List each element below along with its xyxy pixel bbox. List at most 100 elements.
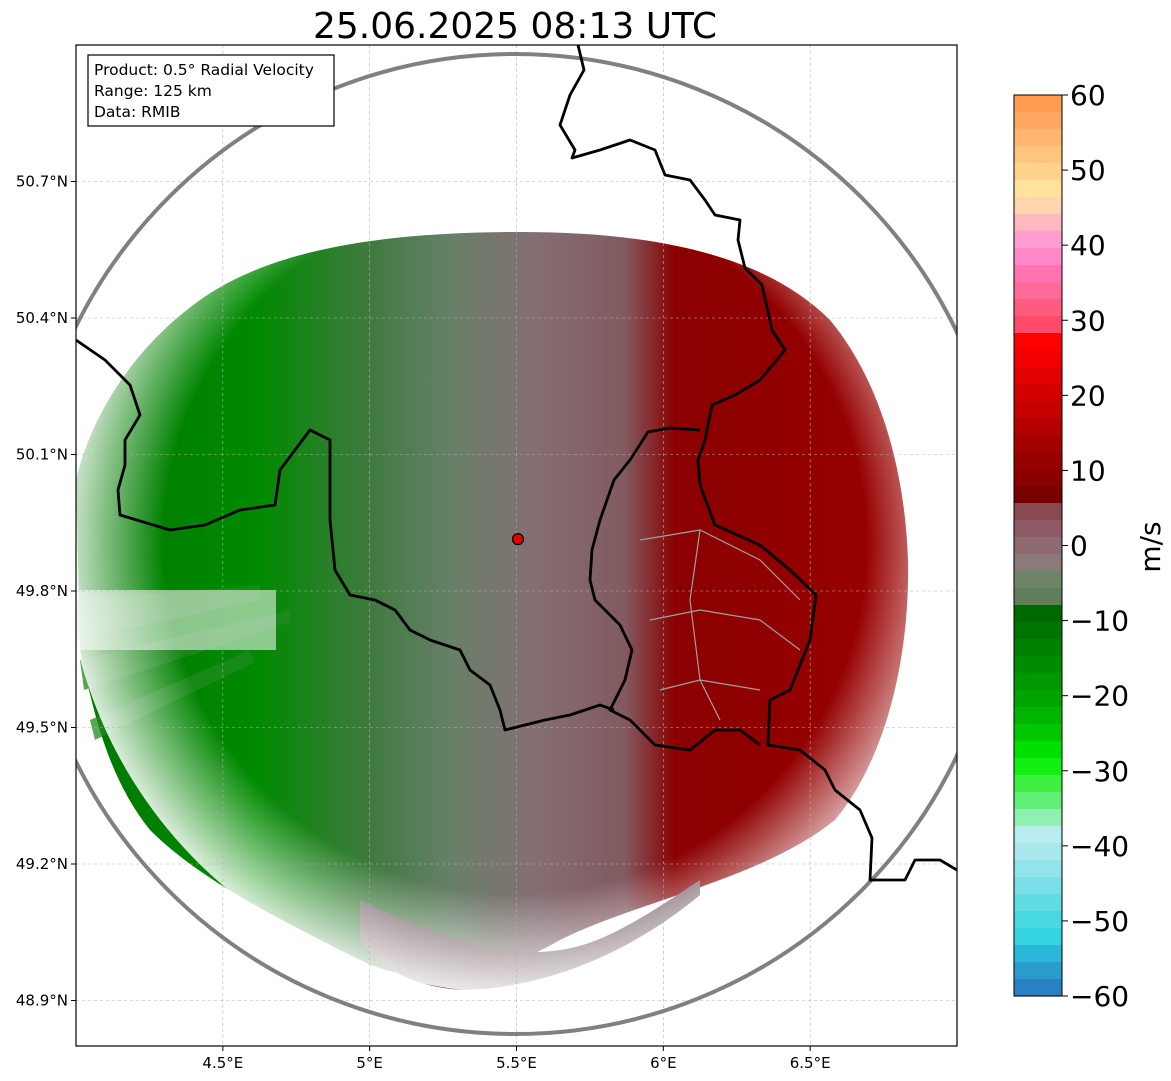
colorbar-swatch [1014, 639, 1062, 657]
lat-tick-label: 49.8°N [16, 582, 68, 600]
longitude-ticks: 4.5°E 5°E 5.5°E 6°E 6.5°E [202, 1046, 831, 1072]
colorbar-swatch [1014, 180, 1062, 198]
colorbar-swatch [1014, 367, 1062, 385]
lat-tick-label: 50.1°N [16, 446, 68, 464]
colorbar-swatch [1014, 928, 1062, 946]
colorbar-swatch [1014, 435, 1062, 453]
colorbar-swatch [1014, 945, 1062, 963]
colorbar-swatch [1014, 622, 1062, 640]
colorbar-swatch [1014, 95, 1062, 113]
colorbar-swatch [1014, 826, 1062, 844]
border-belgium-luxembourg [588, 426, 761, 752]
lat-tick-label: 49.2°N [16, 855, 68, 873]
colorbar-swatch [1014, 452, 1062, 470]
colorbar-swatch [1014, 299, 1062, 317]
colorbar-swatch [1014, 656, 1062, 674]
colorbar-swatch [1014, 979, 1062, 997]
admin-boundaries [639, 529, 801, 721]
colorbar-tick-label: 20 [1070, 379, 1106, 412]
colorbar-ticks: 60 50 40 30 20 10 0 −10 −20 −30 −40 −50 −60 [1062, 79, 1129, 1013]
colorbar-tick-label: −60 [1070, 980, 1129, 1013]
lon-tick-label: 5.5°E [496, 1054, 537, 1072]
colorbar-tick-label: −50 [1070, 905, 1129, 938]
lon-tick-label: 6.5°E [790, 1054, 831, 1072]
chart-title: 25.06.2025 08:13 UTC [313, 6, 717, 47]
colorbar-swatch [1014, 384, 1062, 402]
info-box-frame [87, 54, 335, 127]
colorbar-swatch [1014, 707, 1062, 725]
colorbar-swatch [1014, 894, 1062, 912]
colorbar-swatch [1014, 809, 1062, 827]
colorbar-swatch [1014, 418, 1062, 436]
colorbar-swatch [1014, 333, 1062, 351]
colorbar-swatch [1014, 146, 1062, 164]
colorbar-swatch [1014, 962, 1062, 980]
colorbar-tick-label: 60 [1070, 79, 1106, 112]
colorbar-swatch [1014, 401, 1062, 419]
colorbar-tick-label: −10 [1070, 605, 1129, 638]
colorbar-swatch [1014, 282, 1062, 300]
colorbar-swatch [1014, 129, 1062, 147]
colorbar-tick-label: 40 [1070, 229, 1106, 262]
colorbar-swatch [1014, 775, 1062, 793]
colorbar-tick-label: 30 [1070, 304, 1106, 337]
colorbar-tick-label: −20 [1070, 680, 1129, 713]
colorbar-swatch [1014, 163, 1062, 181]
latitude-ticks: 50.7°N 50.4°N 50.1°N 49.8°N 49.5°N 49.2°N 48.9… [16, 173, 76, 1010]
lon-tick-label: 6°E [650, 1054, 677, 1072]
colorbar-swatch [1014, 503, 1062, 521]
colorbar-swatch [1014, 724, 1062, 742]
colorbar-label: m/s [1134, 521, 1167, 572]
colorbar-swatch [1014, 588, 1062, 606]
map-panel: Product: 0.5° Radial Velocity Range: 125… [16, 44, 958, 1072]
colorbar-swatch [1014, 843, 1062, 861]
colorbar-swatch [1014, 214, 1062, 232]
colorbar-swatch [1014, 690, 1062, 708]
colorbar-tick-label: 10 [1070, 454, 1106, 487]
country-borders [76, 45, 957, 882]
colorbar-swatch [1014, 554, 1062, 572]
colorbar-swatch [1014, 350, 1062, 368]
lon-tick-label: 5°E [356, 1054, 383, 1072]
map-layers [76, 45, 957, 1046]
colorbar-swatch [1014, 231, 1062, 249]
lat-tick-label: 49.5°N [16, 719, 68, 737]
info-range: Range: 125 km [94, 82, 212, 100]
lat-tick-label: 50.7°N [16, 173, 68, 191]
colorbar-swatch [1014, 571, 1062, 589]
admin-boundary-line [649, 609, 801, 651]
lon-tick-label: 4.5°E [202, 1054, 243, 1072]
info-data-source: Data: RMIB [94, 103, 181, 121]
colorbar-swatch [1014, 248, 1062, 266]
colorbar-swatch [1014, 537, 1062, 555]
radar-site-marker [511, 533, 525, 546]
radar-range-ring [76, 52, 957, 1036]
border-belgium-germany-north [558, 45, 787, 486]
colorbar-swatch [1014, 469, 1062, 487]
lat-tick-label: 50.4°N [16, 309, 68, 327]
colorbar-tick-label: 0 [1070, 530, 1088, 563]
lat-tick-label: 48.9°N [16, 992, 68, 1010]
colorbar-tick-label: −30 [1070, 755, 1129, 788]
colorbar-swatch [1014, 741, 1062, 759]
colorbar-swatch [1014, 197, 1062, 215]
border-luxembourg-east [698, 484, 957, 882]
colorbar-tick-label: −40 [1070, 830, 1129, 863]
info-box: Product: 0.5° Radial Velocity Range: 125… [87, 54, 335, 127]
colorbar-swatch [1014, 112, 1062, 130]
colorbar: 60 50 40 30 20 10 0 −10 −20 −30 −40 −50 −60 m/s [1013, 79, 1167, 1013]
colorbar-swatch [1014, 860, 1062, 878]
colorbar-swatches [1014, 95, 1062, 997]
colorbar-swatch [1014, 316, 1062, 334]
border-belgium-france [76, 338, 615, 732]
admin-boundary-line [639, 529, 801, 601]
colorbar-swatch [1014, 758, 1062, 776]
colorbar-swatch [1014, 673, 1062, 691]
colorbar-swatch [1014, 877, 1062, 895]
colorbar-swatch [1014, 792, 1062, 810]
colorbar-swatch [1014, 520, 1062, 538]
colorbar-tick-label: 50 [1070, 154, 1106, 187]
info-product: Product: 0.5° Radial Velocity [94, 61, 314, 79]
colorbar-swatch [1014, 605, 1062, 623]
